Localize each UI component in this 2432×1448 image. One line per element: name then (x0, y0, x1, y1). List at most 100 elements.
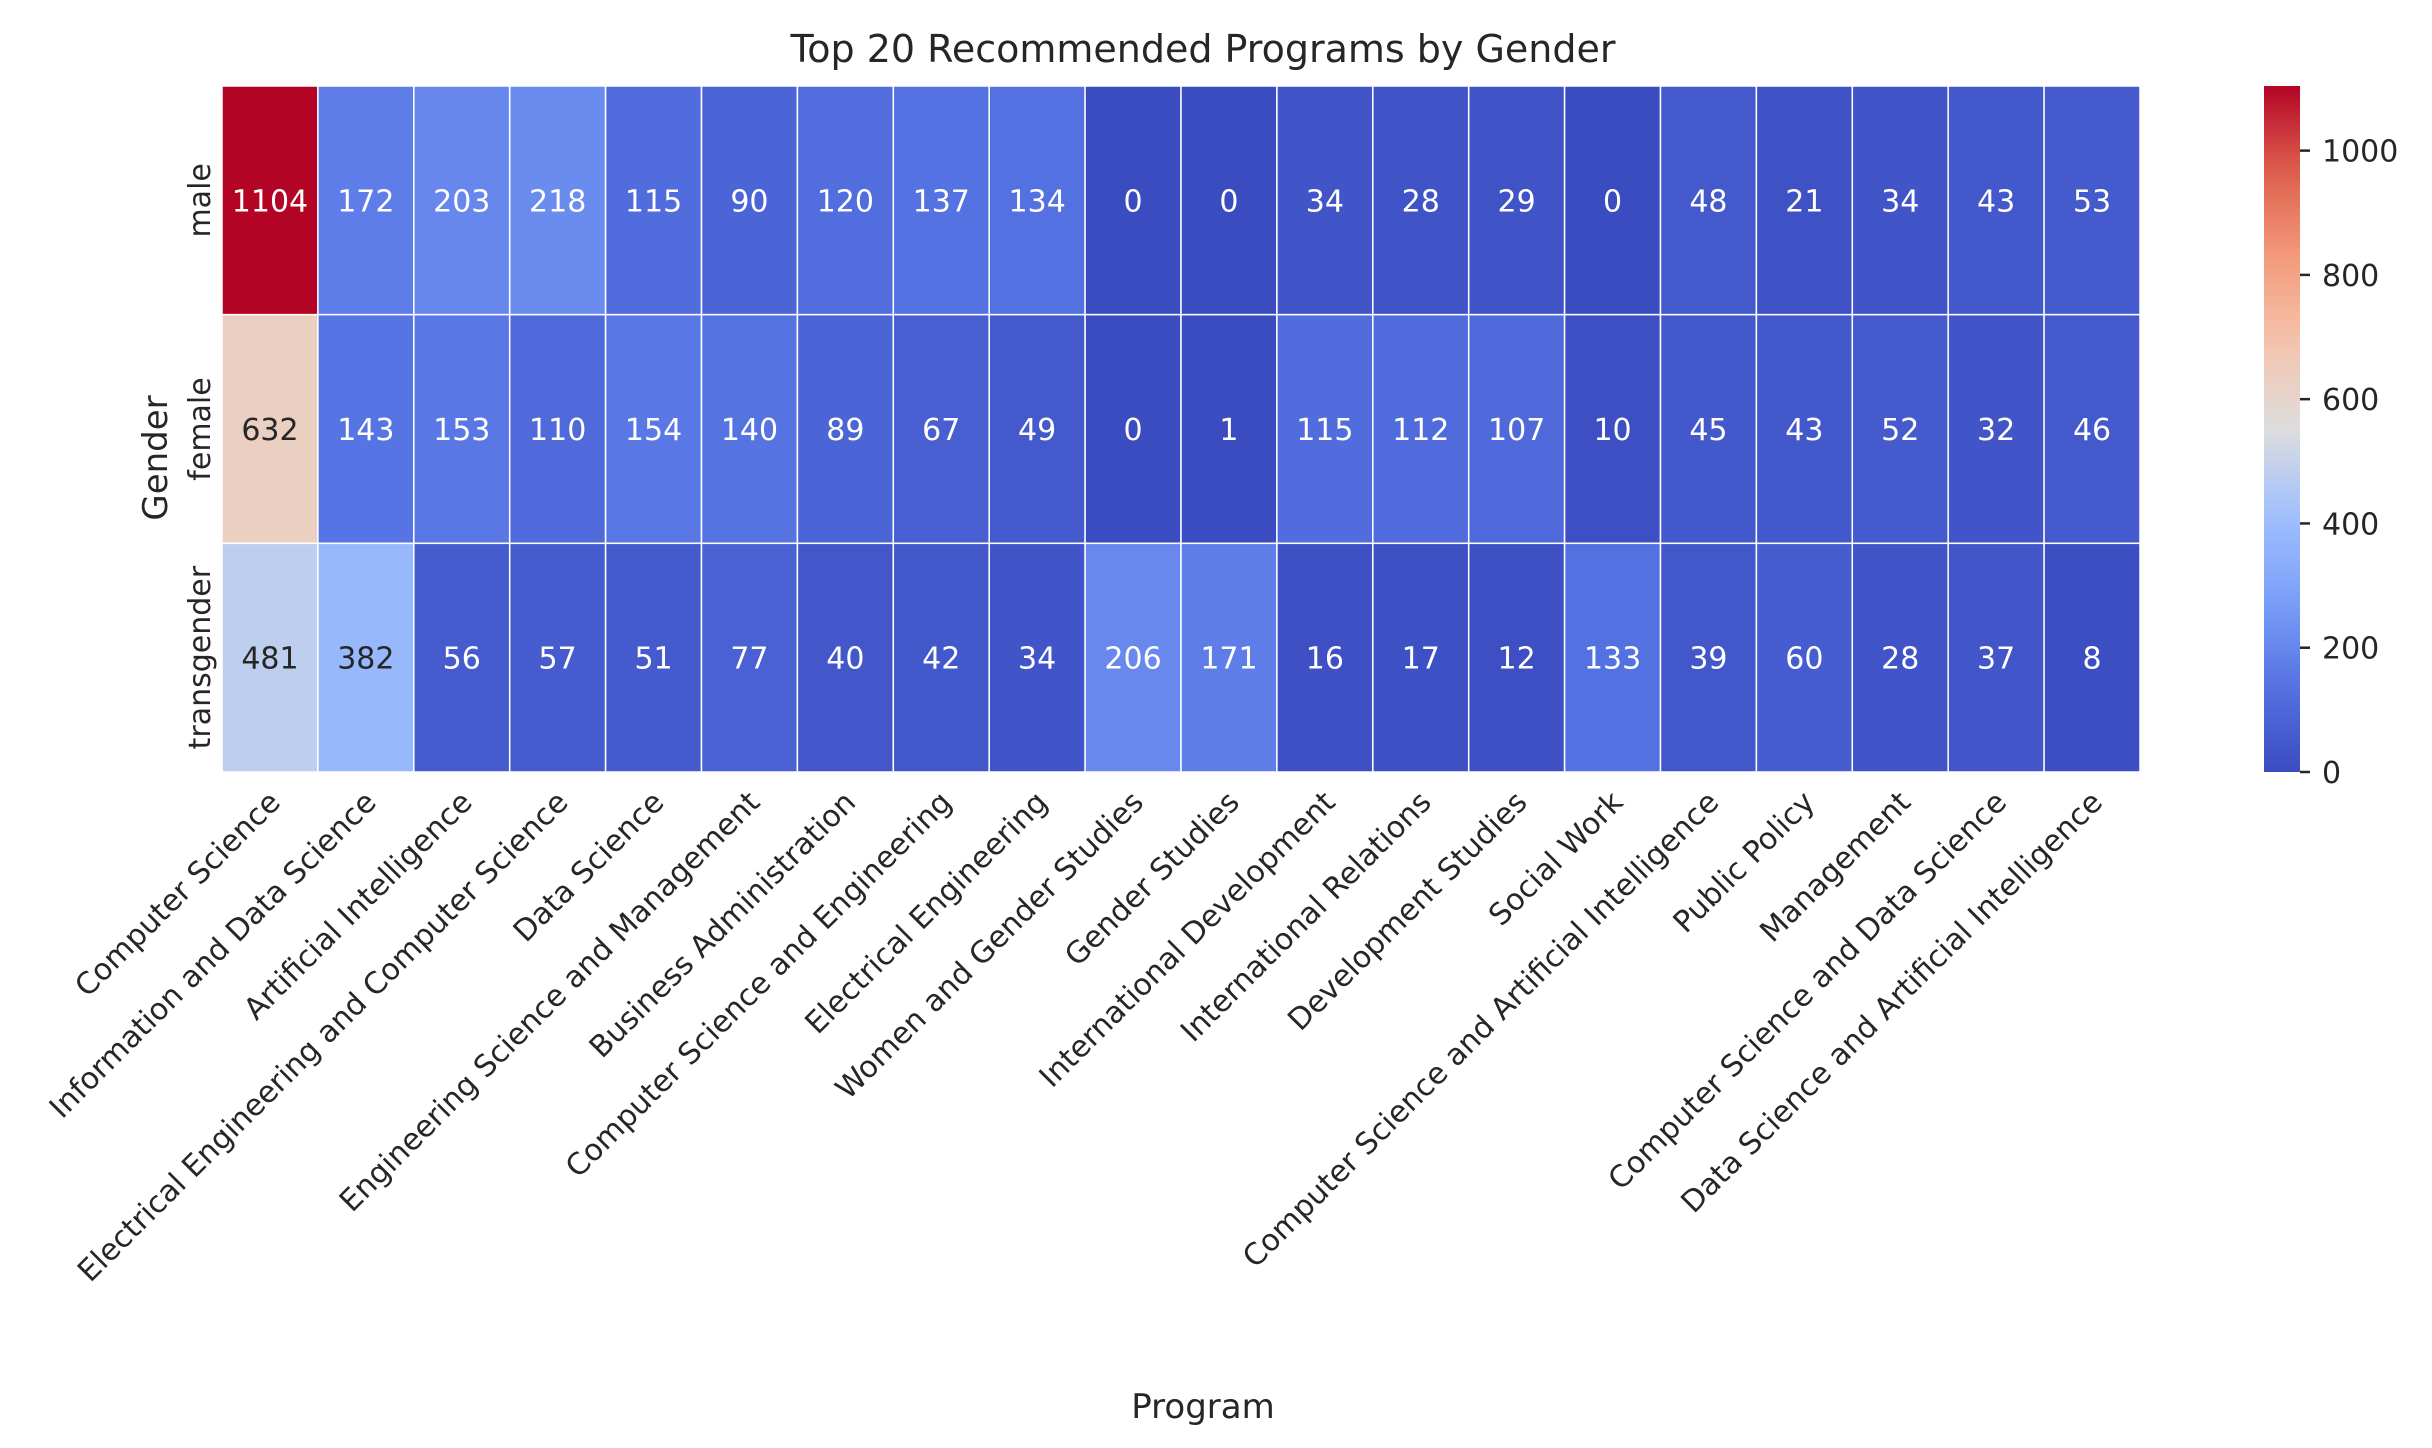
heatmap-cell-value: 382 (337, 642, 394, 677)
heatmap-cell-value: 21 (1785, 184, 1823, 219)
heatmap-cell (1755, 85, 1854, 316)
heatmap-cell (892, 542, 990, 773)
heatmap-cell-value: 28 (1402, 184, 1440, 219)
heatmap-cell (1659, 85, 1758, 316)
y-tick-label: transgender (183, 565, 218, 749)
heatmap-cell (413, 542, 511, 773)
x-tick-label: Gender Studies (1058, 785, 1246, 973)
heatmap-cell (700, 85, 799, 316)
heatmap-cell-value: 134 (1009, 184, 1066, 219)
chart-title: Top 20 Recommended Programs by Gender (790, 27, 1616, 71)
heatmap-cell-value: 137 (913, 184, 970, 219)
heatmap-cell (1372, 85, 1470, 316)
heatmap-cell (1084, 85, 1182, 316)
heatmap-cell-value: 0 (1603, 184, 1622, 219)
heatmap-cell-value: 140 (721, 413, 778, 448)
heatmap-cell-value: 89 (826, 413, 864, 448)
heatmap-cell-value: 28 (1881, 642, 1919, 677)
heatmap-cell-value: 46 (2073, 413, 2111, 448)
heatmap-cell-value: 110 (529, 413, 586, 448)
heatmap-cell (2043, 542, 2141, 773)
heatmap-cell-value: 56 (443, 642, 481, 677)
heatmap-cell (1947, 313, 2045, 545)
heatmap-cell (1659, 313, 1758, 545)
heatmap-cell-value: 206 (1104, 642, 1161, 677)
heatmap-cell-value: 40 (826, 642, 864, 677)
heatmap-cell (1372, 542, 1470, 773)
heatmap-cell-value: 34 (1881, 184, 1919, 219)
heatmap-cell (700, 542, 799, 773)
heatmap-cell-value: 107 (1488, 413, 1545, 448)
heatmap-cell (413, 313, 511, 545)
heatmap-cell (508, 85, 607, 316)
heatmap-cell-value: 1 (1219, 413, 1238, 448)
heatmap-cell-value: 154 (625, 413, 682, 448)
heatmap-cell (1180, 542, 1278, 773)
heatmap-cell-value: 90 (730, 184, 768, 219)
heatmap-cell-value: 133 (1584, 642, 1641, 677)
heatmap-cell-value: 10 (1593, 413, 1631, 448)
heatmap-cell (1276, 85, 1374, 316)
heatmap-cell (604, 85, 703, 316)
heatmap-cell-value: 115 (1296, 413, 1353, 448)
heatmap-cell (1851, 542, 1949, 773)
heatmap-cell (1563, 542, 1662, 773)
heatmap-cell (796, 313, 895, 545)
heatmap-cell (1084, 542, 1182, 773)
heatmap-cell-value: 52 (1881, 413, 1919, 448)
heatmap-cell-value: 0 (1219, 184, 1238, 219)
y-axis-label: Gender (136, 395, 176, 520)
heatmap-cell-value: 120 (817, 184, 874, 219)
heatmap-cell-value: 171 (1200, 642, 1257, 677)
heatmap-cell-value: 45 (1689, 413, 1727, 448)
heatmap-cell (317, 85, 415, 316)
heatmap-cell-value: 203 (433, 184, 490, 219)
heatmap-cell-value: 481 (241, 642, 298, 677)
heatmap-cell (1180, 313, 1278, 545)
heatmap-cell (1947, 85, 2045, 316)
heatmap-cell (988, 313, 1086, 545)
y-tick-label: female (183, 377, 218, 480)
heatmap-cell (1851, 313, 1949, 545)
heatmap-cell-value: 77 (730, 642, 768, 677)
x-axis-label: Program (1131, 1387, 1274, 1427)
heatmap-cell-value: 0 (1124, 413, 1143, 448)
heatmap-cell-value: 12 (1498, 642, 1536, 677)
heatmap-cell (604, 313, 703, 545)
colorbar-tick-label: 600 (2322, 383, 2379, 418)
heatmap-cell-value: 8 (2083, 642, 2102, 677)
colorbar-tick-label: 1000 (2322, 135, 2398, 170)
colorbar-tick-label: 400 (2322, 507, 2379, 542)
heatmap-cell (317, 313, 415, 545)
heatmap-cell-value: 57 (539, 642, 577, 677)
heatmap-cell (604, 542, 703, 773)
heatmap-cell-value: 0 (1124, 184, 1143, 219)
colorbar-tick-label: 200 (2322, 632, 2379, 667)
heatmap-cell-value: 39 (1689, 642, 1727, 677)
heatmap-cell (1563, 313, 1662, 545)
heatmap-cell (2043, 313, 2141, 545)
heatmap-cell-value: 60 (1785, 642, 1823, 677)
heatmap-cell-value: 34 (1306, 184, 1344, 219)
heatmap-cell-value: 632 (241, 413, 298, 448)
heatmap-cell (796, 542, 895, 773)
heatmap-cell (2043, 85, 2141, 316)
heatmap-cell-labels: 1104 172 203 218 115 90 120 137 134 0 0 34 28 29 0 48 21… (232, 184, 2111, 676)
heatmap-cell (1755, 542, 1854, 773)
heatmap-cell-value: 37 (1977, 642, 2015, 677)
heatmap-cell-value: 16 (1306, 642, 1344, 677)
heatmap-cell-value: 218 (529, 184, 586, 219)
heatmap-cell (1563, 85, 1662, 316)
heatmap-cell (221, 85, 319, 316)
heatmap-cell (1467, 542, 1566, 773)
heatmap-cell-value: 1104 (232, 184, 308, 219)
heatmap-cell-value: 32 (1977, 413, 2015, 448)
heatmap-cell-value: 51 (634, 642, 672, 677)
heatmap-cell (1467, 85, 1566, 316)
heatmap-cell (892, 85, 990, 316)
heatmap-cell-value: 42 (922, 642, 960, 677)
heatmap-cell (317, 542, 415, 773)
heatmap-cell (221, 542, 319, 773)
heatmap-cell-value: 53 (2073, 184, 2111, 219)
